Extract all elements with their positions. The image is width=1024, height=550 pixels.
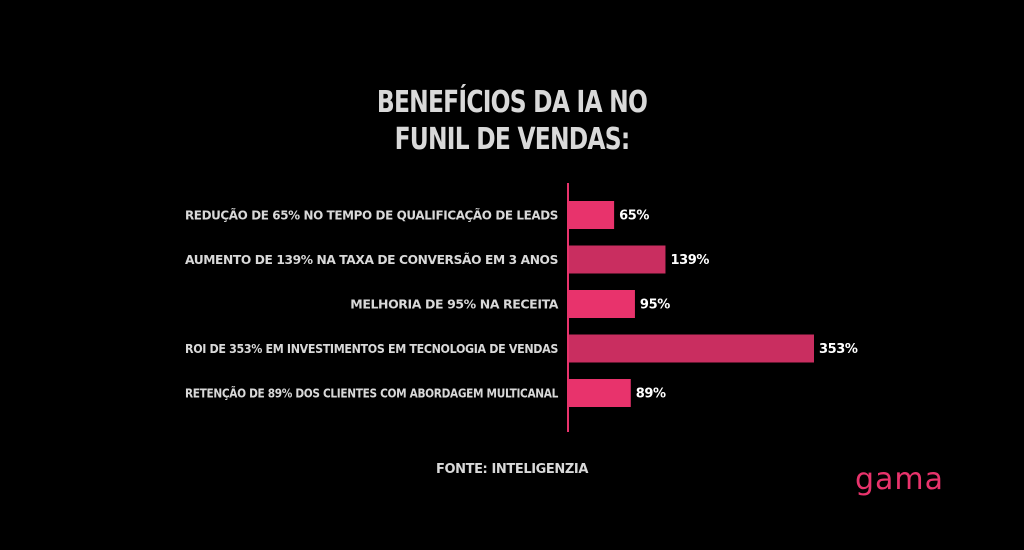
value-label-3: 95%	[640, 298, 670, 313]
category-label-5: RETENÇÃO DE 89% DOS CLIENTES COM ABORDAG…	[185, 386, 558, 401]
source-note: FONTE: INTELIGENZIA	[435, 462, 589, 477]
chart-title-line-1: BENEFÍCIOS DA IA NO	[376, 85, 648, 120]
category-label-3: MELHORIA DE 95% NA RECEITA	[350, 297, 558, 312]
chart-title: BENEFÍCIOS DA IA NO FUNIL DE VENDAS:	[113, 84, 912, 158]
chart-title-line-2: FUNIL DE VENDAS:	[394, 122, 631, 157]
value-label-5: 89%	[636, 387, 666, 402]
value-label-2: 139%	[670, 253, 709, 268]
category-label-4: ROI DE 353% EM INVESTIMENTOS EM TECNOLOG…	[185, 341, 558, 356]
value-label-1: 65%	[619, 209, 649, 224]
bar-1	[569, 201, 615, 229]
category-label-1: REDUÇÃO DE 65% NO TEMPO DE QUALIFICAÇÃO …	[185, 208, 558, 223]
bar-4	[569, 334, 814, 363]
category-label-2: AUMENTO DE 139% NA TAXA DE CONVERSÃO EM …	[185, 252, 558, 267]
bar-5	[569, 379, 631, 407]
bar-3	[569, 290, 635, 318]
bar-2	[569, 245, 666, 274]
value-label-4: 353%	[819, 342, 858, 357]
brand-logo: gama	[855, 462, 945, 497]
